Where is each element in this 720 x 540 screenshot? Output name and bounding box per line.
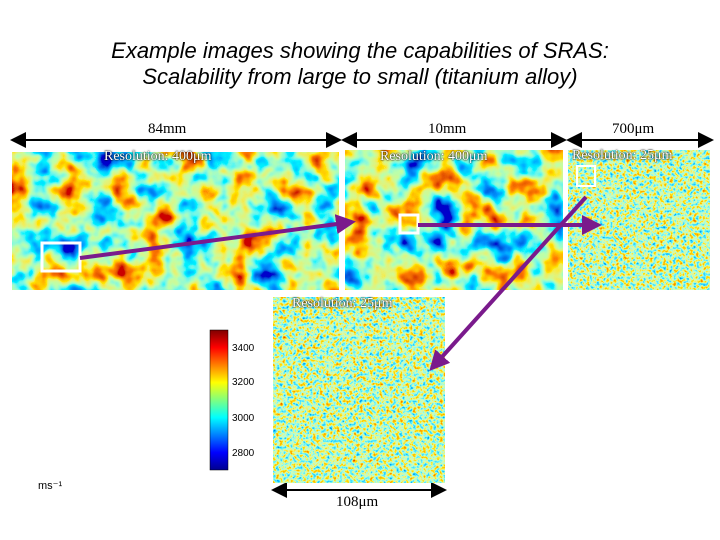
selection-box [576, 165, 596, 187]
colorbar-tick-label: 3200 [232, 377, 255, 388]
colorbar-tick-label: 3000 [232, 413, 255, 424]
colorbar-unit: ms⁻¹ [38, 480, 63, 492]
sras-image-medium [345, 150, 563, 290]
zoom-arrow [79, 214, 356, 260]
zoom-arrow [429, 195, 588, 371]
sras-image-zoom [273, 297, 445, 483]
colorbar-tick-label: 3400 [232, 343, 255, 354]
resolution-label: Resolution: 400μm [104, 149, 212, 164]
title-line: Example images showing the capabilities … [111, 38, 609, 63]
resolution-label: Resolution: 25μm [572, 148, 673, 163]
scale-label: 700μm [612, 121, 655, 137]
resolution-label: Resolution: 400μm [380, 149, 488, 164]
colorbar-tick-label: 2800 [232, 448, 255, 459]
colorbar [209, 329, 229, 471]
scale-label: 108μm [336, 494, 379, 510]
sras-image-small [568, 150, 710, 290]
sras-image-large [12, 152, 339, 290]
title-line: Scalability from large to small (titaniu… [142, 64, 578, 89]
resolution-label: Resolution: 25μm [292, 296, 393, 311]
scale-label: 10mm [428, 121, 467, 137]
scale-label: 84mm [148, 121, 187, 137]
